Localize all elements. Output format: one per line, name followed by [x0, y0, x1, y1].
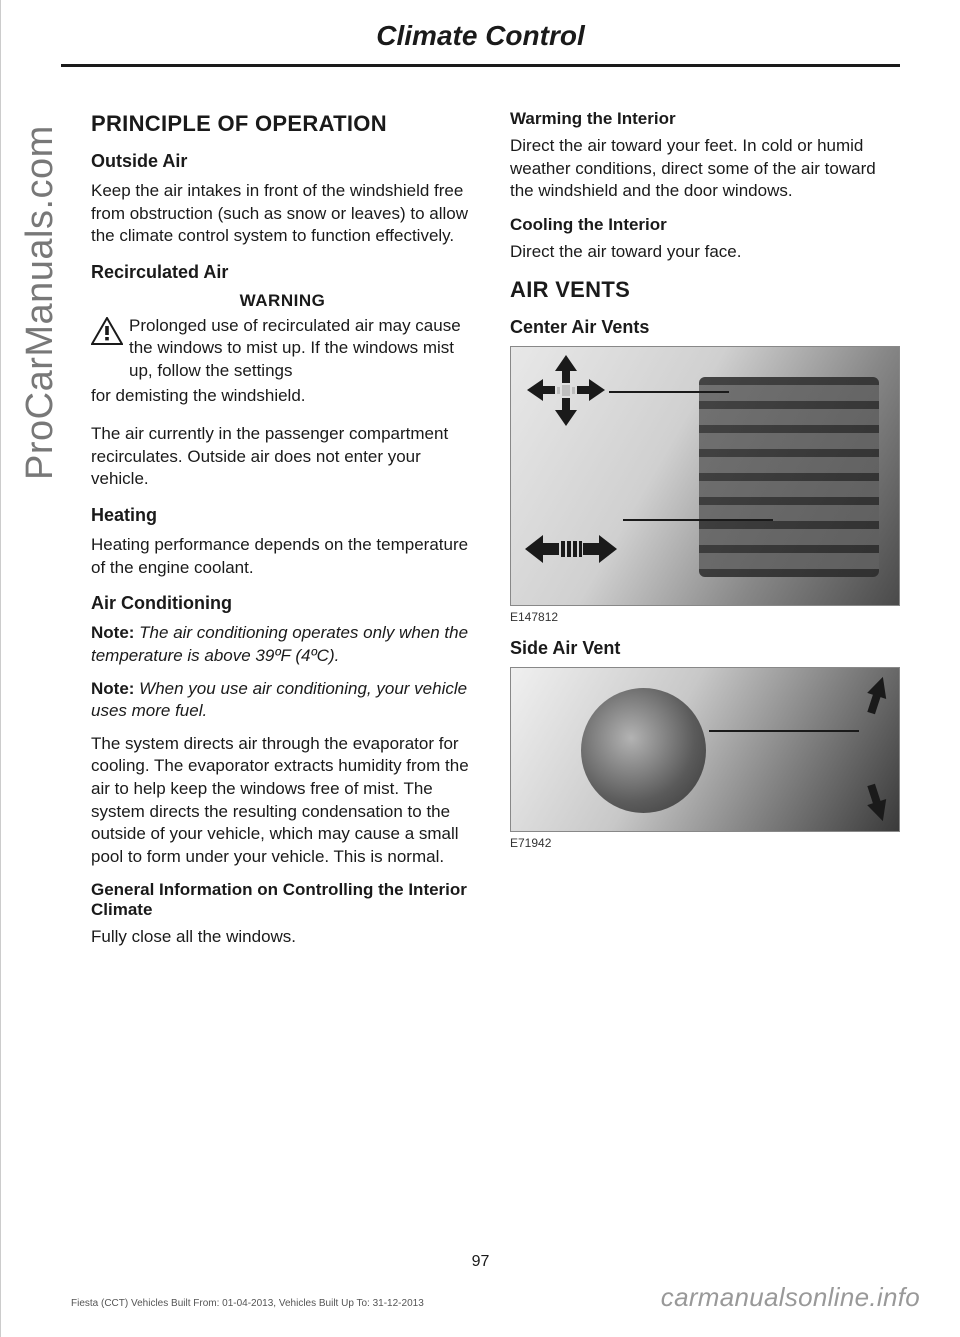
- content-area: PRINCIPLE OF OPERATION Outside Air Keep …: [1, 67, 960, 959]
- figure-id: E147812: [510, 610, 900, 624]
- center-air-vents-figure: [510, 346, 900, 606]
- outside-air-heading: Outside Air: [91, 151, 474, 172]
- round-vent-graphic: [581, 688, 706, 813]
- general-info-body: Fully close all the windows.: [91, 926, 474, 949]
- outside-air-body: Keep the air intakes in front of the win…: [91, 180, 474, 248]
- recirculated-air-heading: Recirculated Air: [91, 262, 474, 283]
- watermark-right: carmanualsonline.info: [661, 1282, 920, 1313]
- heating-heading: Heating: [91, 505, 474, 526]
- note-label: Note:: [91, 679, 134, 698]
- recirculated-post: The air currently in the passenger compa…: [91, 423, 474, 491]
- warning-cont: for demisting the windshield.: [91, 385, 474, 408]
- right-column: Warming the Interior Direct the air towa…: [510, 97, 900, 959]
- air-vents-heading: AIR VENTS: [510, 277, 900, 303]
- callout-line: [609, 391, 729, 393]
- center-vents-heading: Center Air Vents: [510, 317, 900, 338]
- note-text: The air conditioning operates only when …: [91, 623, 468, 665]
- tilt-arrow-icon: [863, 674, 891, 824]
- heating-body: Heating performance depends on the tempe…: [91, 534, 474, 579]
- warming-body: Direct the air toward your feet. In cold…: [510, 135, 900, 203]
- vent-slats-graphic: [699, 377, 879, 577]
- cooling-heading: Cooling the Interior: [510, 215, 900, 235]
- warning-triangle-icon: [91, 317, 123, 345]
- callout-line: [709, 730, 859, 732]
- watermark-left: ProCarManuals.com: [19, 125, 62, 480]
- figure-id: E71942: [510, 836, 900, 850]
- warning-body: Prolonged use of recirculated air may ca…: [91, 315, 474, 383]
- callout-line: [623, 519, 773, 521]
- left-column: PRINCIPLE OF OPERATION Outside Air Keep …: [91, 97, 474, 959]
- side-vent-heading: Side Air Vent: [510, 638, 900, 659]
- horizontal-arrow-icon: [521, 529, 621, 569]
- ac-heading: Air Conditioning: [91, 593, 474, 614]
- footer-text: Fiesta (CCT) Vehicles Built From: 01-04-…: [71, 1298, 424, 1309]
- principle-heading: PRINCIPLE OF OPERATION: [91, 111, 474, 137]
- ac-note2: Note: When you use air conditioning, you…: [91, 678, 474, 723]
- warning-text: Prolonged use of recirculated air may ca…: [129, 315, 474, 383]
- page-header: Climate Control: [61, 0, 900, 67]
- cooling-body: Direct the air toward your face.: [510, 241, 900, 264]
- note-text: When you use air conditioning, your vehi…: [91, 679, 467, 721]
- side-air-vent-figure: [510, 667, 900, 832]
- four-way-arrow-icon: [521, 353, 611, 428]
- warning-label: WARNING: [240, 291, 326, 310]
- note-label: Note:: [91, 623, 134, 642]
- warming-heading: Warming the Interior: [510, 109, 900, 129]
- ac-body: The system directs air through the evapo…: [91, 733, 474, 869]
- ac-note1: Note: The air conditioning operates only…: [91, 622, 474, 667]
- page-number: 97: [1, 1253, 960, 1271]
- warning-box: WARNING: [91, 291, 474, 311]
- general-info-heading: General Information on Controlling the I…: [91, 880, 474, 920]
